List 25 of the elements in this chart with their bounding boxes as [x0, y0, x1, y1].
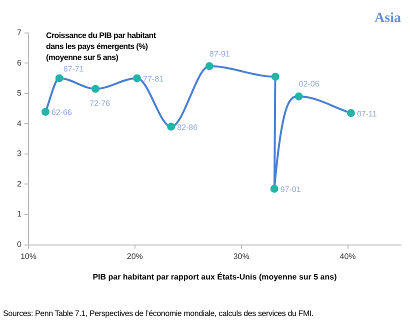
- annotation: 07-11: [356, 109, 378, 118]
- annotation: 67-71: [63, 64, 84, 74]
- y-tick-label: 7: [16, 28, 22, 38]
- annotation: 87-91: [209, 49, 230, 58]
- chart-title: Asia: [374, 11, 401, 26]
- y-tick-label: 5: [16, 88, 22, 98]
- x-tick-label: 10%: [20, 252, 36, 261]
- y-axis-title: Croissance du PIB par habitant dans les pays émergents (%) (moyenne sur 5 ans): [46, 30, 156, 63]
- y-tick-label: 1: [16, 210, 22, 219]
- y-tick-label: 6: [16, 58, 22, 68]
- annotation: 97-01: [280, 184, 302, 194]
- y-tick-label: 2: [16, 179, 22, 188]
- x-tick-label: 30%: [233, 252, 250, 261]
- annotation: 77-81: [143, 74, 164, 84]
- annotation: 02-06: [298, 80, 320, 89]
- y-tick-label: 0: [16, 240, 22, 250]
- x-tick-label: 20%: [126, 252, 143, 261]
- annotation: 72-76: [90, 99, 111, 108]
- y-tick-label: 3: [16, 149, 22, 158]
- y-tick-label: 4: [16, 118, 22, 128]
- annotation: 82-86: [177, 122, 198, 132]
- x-axis-title: PIB par habitant par rapport aux États-Unis (moyenne sur 5 ans): [92, 271, 338, 282]
- annotation: 62-66: [51, 108, 72, 118]
- source-note: Sources: Penn Table 7.1, Perspectives de l’économie mondiale, calculs des services du FMI.: [3, 309, 314, 318]
- x-tick-label: 40%: [340, 252, 356, 261]
